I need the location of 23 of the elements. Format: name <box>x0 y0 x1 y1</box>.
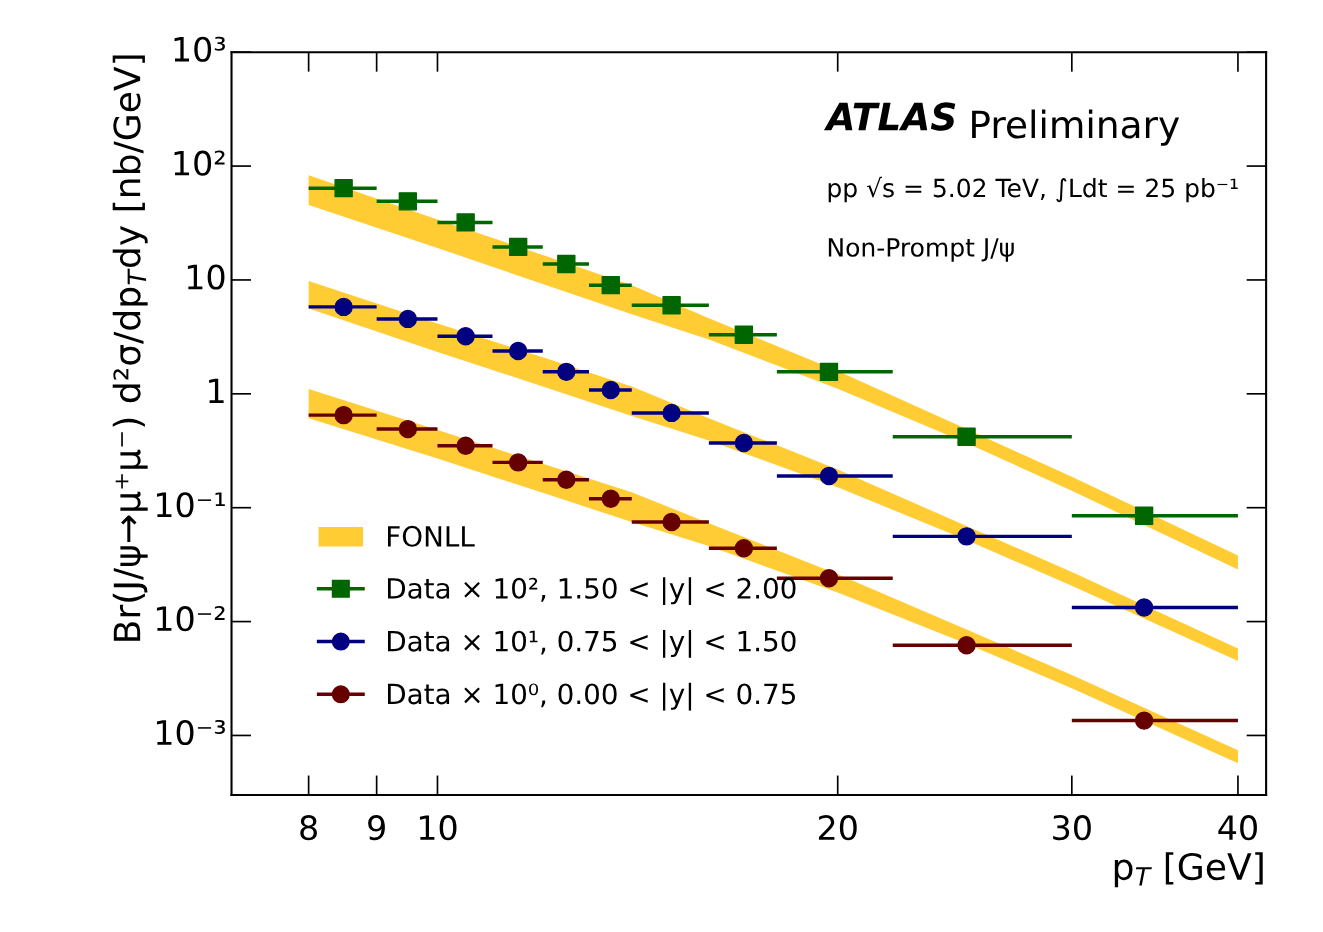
y-tick-label: 10³ <box>174 36 225 62</box>
y-tick-label: 10² <box>174 150 225 176</box>
legend-label: Data × 10¹, 0.75 < |y| < 1.50 <box>387 630 796 658</box>
y-tick-label: 10 <box>187 264 225 290</box>
x-tick-label: 40 <box>1218 815 1257 841</box>
x-tick-label: 30 <box>1053 815 1091 841</box>
legend-label: Data × 10⁰, 0.00 < |y| < 0.75 <box>387 682 795 711</box>
legend-label: Data × 10², 1.50 < |y| < 2.00 <box>387 577 796 606</box>
x-tick-label: 8 <box>300 815 317 841</box>
annotation: ATLAS <box>823 102 956 131</box>
legend-label: FONLL <box>387 525 475 547</box>
annotation: pp √s = 5.02 TeV, ∫Ldt = 25 pb⁻¹ <box>828 176 1238 203</box>
y-tick-label: 10⁻¹ <box>156 492 225 518</box>
x-tick-label: 20 <box>818 815 857 841</box>
y-tick-label: 10⁻³ <box>156 719 225 746</box>
annotation: Non-Prompt J/ψ <box>828 238 1014 262</box>
x-tick-label: 10 <box>419 815 457 841</box>
y-axis-title: Br(J/ψ→μ⁺μ⁻) d²σ/dp$_{T}$dy [nb/GeV] <box>112 55 148 641</box>
x-axis-title: p$_{T}$ [GeV] <box>1114 852 1263 888</box>
annotation: Preliminary <box>972 109 1180 146</box>
x-tick-label: 9 <box>368 815 385 841</box>
y-tick-label: 10⁻² <box>156 606 225 632</box>
y-tick-label: 1 <box>209 378 224 404</box>
